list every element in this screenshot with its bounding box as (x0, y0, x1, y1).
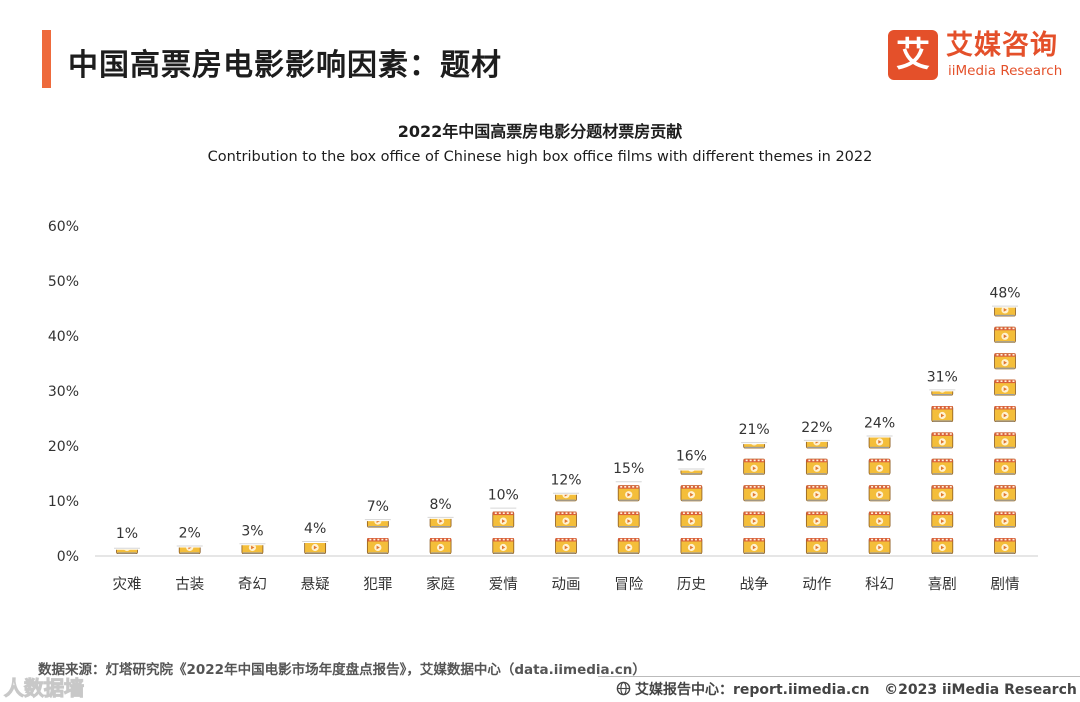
x-tick-label: 科幻 (865, 576, 894, 593)
chart-subtitle: Contribution to the box office of Chines… (207, 149, 873, 165)
x-tick-label: 历史 (677, 576, 706, 593)
data-label: 4% (304, 521, 326, 537)
data-label: 7% (367, 499, 389, 515)
bar (176, 545, 203, 555)
x-tick-label: 动作 (802, 576, 831, 593)
bar (239, 543, 266, 555)
x-tick-label: 剧情 (991, 576, 1020, 593)
data-label: 8% (429, 497, 451, 513)
logo-name-en: iiMedia Research (948, 63, 1063, 79)
x-tick-label: 喜剧 (928, 576, 957, 593)
y-tick-label: 30% (48, 384, 79, 400)
bar (114, 547, 140, 555)
bar (803, 439, 830, 554)
x-tick-label: 动画 (552, 576, 581, 593)
logo-icon: 艾 (888, 30, 938, 80)
bar (490, 507, 517, 554)
bar (553, 492, 579, 554)
data-label: 16% (676, 449, 707, 465)
x-tick-label: 爱情 (489, 576, 518, 593)
bar (866, 435, 893, 554)
x-tick-label: 悬疑 (301, 576, 330, 593)
y-tick-label: 50% (48, 274, 79, 290)
y-tick-label: 60% (48, 219, 79, 235)
x-tick-label: 家庭 (426, 576, 455, 593)
data-label: 12% (550, 473, 581, 489)
bar (427, 516, 454, 554)
bar (992, 305, 1018, 554)
bar (929, 389, 956, 554)
x-tick-label: 犯罪 (363, 576, 392, 593)
bar (741, 442, 768, 554)
data-label: 1% (116, 526, 138, 542)
footer-credit: 艾媒报告中心：report.iimedia.cn ©2023 iiMedia R… (616, 679, 1080, 699)
data-label: 3% (241, 523, 263, 539)
data-label: 24% (864, 415, 895, 431)
y-tick-label: 0% (57, 549, 79, 565)
x-tick-label: 冒险 (614, 576, 643, 593)
page-title: 中国高票房电影影响因素：题材 (68, 48, 502, 83)
x-tick-label: 古装 (175, 576, 204, 593)
brand-logo: 艾 艾媒咨询 iiMedia Research (888, 30, 1073, 82)
bar (302, 541, 329, 554)
data-label: 22% (801, 420, 832, 436)
bar (678, 468, 705, 554)
data-source: 数据来源：灯塔研究院《2022年中国电影市场年度盘点报告》，艾媒数据中心（dat… (38, 662, 646, 678)
x-tick-label: 奇幻 (238, 576, 267, 593)
y-tick-label: 40% (48, 329, 79, 345)
data-label: 10% (488, 488, 519, 504)
title-accent-bar (42, 30, 51, 88)
x-tick-label: 战争 (740, 575, 769, 593)
data-label: 2% (179, 526, 201, 542)
bar (364, 519, 391, 554)
watermark: 人数据墙 (4, 676, 85, 701)
x-tick-label: 灾难 (113, 576, 142, 593)
y-tick-label: 20% (48, 439, 79, 455)
logo-name-cn: 艾媒咨询 (946, 30, 1058, 61)
data-label: 15% (613, 461, 644, 477)
bar-chart: 0% 10% 20% 30% 40% 50% 60% 1% 灾难 2% 古装 3% 奇幻 4% 悬疑 7% 犯罪… (48, 219, 1038, 593)
chart-title: 2022年中国高票房电影分题材票房贡献 (397, 122, 683, 141)
footer-divider (598, 676, 1080, 677)
data-label: 21% (739, 422, 770, 438)
globe-icon (616, 681, 631, 696)
y-tick-label: 10% (48, 494, 79, 510)
data-label: 48% (989, 286, 1020, 302)
report-center: 艾媒报告中心：report.iimedia.cn (635, 682, 870, 698)
copyright: ©2023 iiMedia Research Inc (884, 682, 1080, 698)
bar (615, 481, 642, 554)
data-label: 31% (927, 369, 958, 385)
